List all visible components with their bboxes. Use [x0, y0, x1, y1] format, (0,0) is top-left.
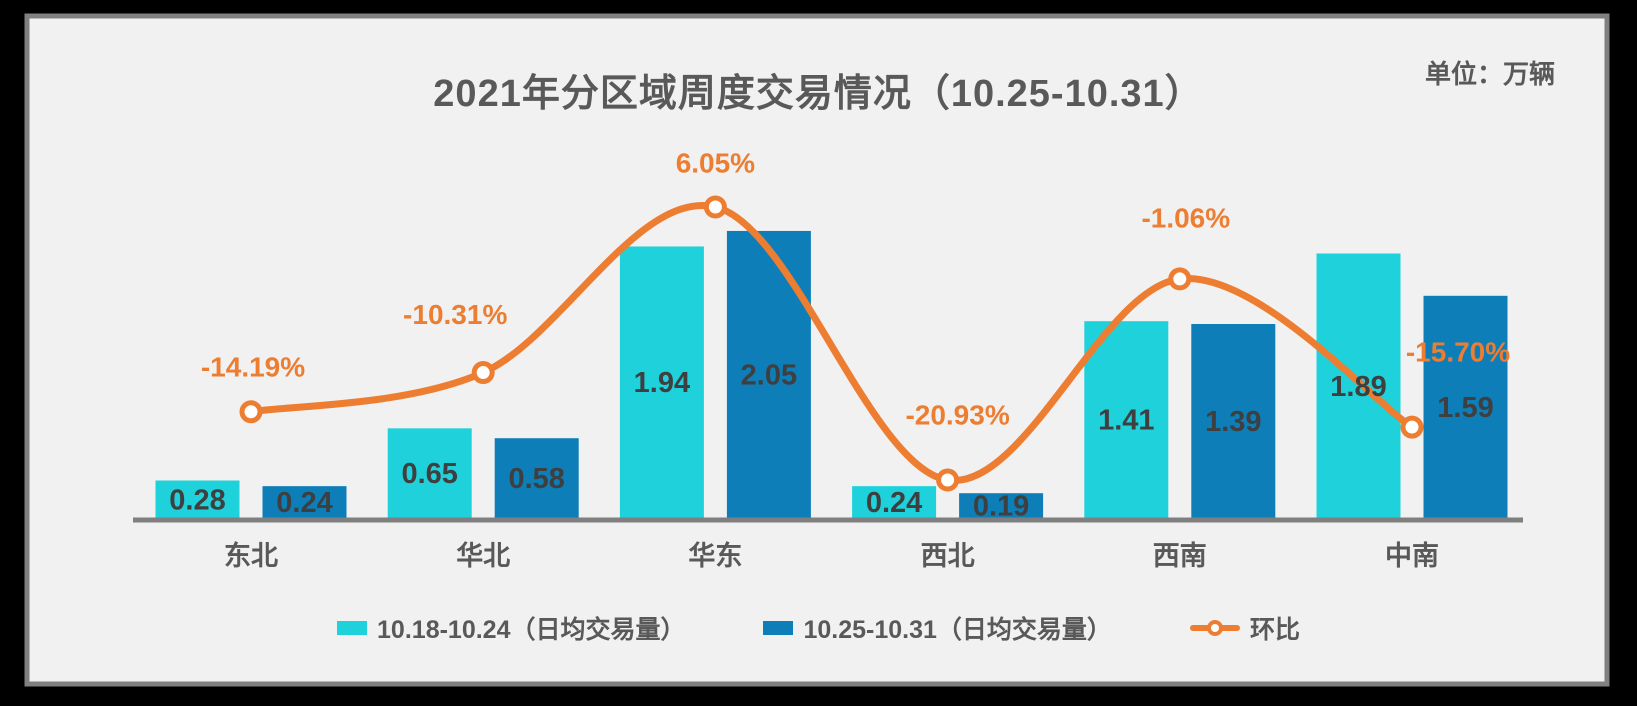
legend-swatch-blue — [763, 621, 794, 635]
ratio-value-label: -10.31% — [403, 299, 507, 330]
ratio-value-label: -20.93% — [905, 400, 1009, 431]
ratio-marker-中南 — [1400, 415, 1424, 439]
bar-week1-西北 — [852, 486, 937, 520]
ratio-marker-西南 — [1168, 267, 1192, 291]
chart-title: 2021年分区域周度交易情况（10.25-10.31） — [433, 73, 1204, 115]
ratio-value-label: 6.05% — [676, 147, 755, 178]
bar-week2-华东 — [726, 230, 811, 520]
legend-label-ratio: 环比 — [1249, 616, 1300, 644]
ratio-marker-华北 — [471, 361, 495, 385]
bar-value-label: 1.59 — [1437, 392, 1493, 424]
ratio-value-label: -1.06% — [1141, 202, 1230, 233]
line-series-layer — [239, 195, 1424, 492]
bar-value-label: 0.24 — [866, 487, 922, 519]
bar-value-label: 1.89 — [1330, 371, 1386, 403]
data-labels-layer: 0.28 0.24 东北 0.65 0.58 华北 1.94 2.05 华东 0.24 0.19 西北… — [169, 147, 1510, 571]
bar-week2-西北 — [959, 493, 1044, 520]
bars-layer — [155, 230, 1508, 520]
bar-value-label: 0.19 — [973, 491, 1029, 523]
ratio-marker-西北 — [936, 468, 960, 492]
bar-value-label: 0.58 — [508, 463, 564, 495]
ratio-value-label: -15.70% — [1406, 337, 1510, 368]
legend-swatch-cyan — [337, 621, 368, 635]
bar-value-label: 1.39 — [1205, 406, 1261, 438]
bar-value-label: 0.24 — [276, 487, 332, 519]
legend-item-week1: 10.18-10.24（日均交易量） — [337, 610, 685, 646]
category-label-华北: 华北 — [456, 540, 510, 571]
ratio-marker-东北 — [239, 400, 263, 424]
bar-week2-中南 — [1423, 295, 1508, 520]
category-label-西北: 西北 — [921, 541, 975, 571]
bar-week1-西南 — [1084, 321, 1169, 520]
category-label-华东: 华东 — [688, 540, 742, 571]
category-label-东北: 东北 — [224, 540, 278, 571]
bar-value-label: 1.41 — [1098, 405, 1154, 437]
legend-item-ratio: 环比 — [1189, 610, 1300, 646]
ratio-marker-华东 — [703, 195, 727, 219]
bar-value-label: 0.65 — [401, 458, 457, 490]
bar-week1-东北 — [155, 480, 240, 520]
legend-label-week1: 10.18-10.24（日均交易量） — [377, 616, 686, 644]
category-label-西南: 西南 — [1153, 541, 1207, 571]
bar-week1-华北 — [387, 428, 472, 520]
category-label-中南: 中南 — [1385, 541, 1439, 571]
legend-line-marker-icon — [1189, 619, 1240, 637]
legend: 10.18-10.24（日均交易量） 10.25-10.31（日均交易量） 环比 — [0, 610, 1637, 646]
bar-value-label: 2.05 — [741, 359, 797, 391]
legend-label-week2: 10.25-10.31（日均交易量） — [803, 616, 1112, 644]
bar-week2-西南 — [1191, 324, 1276, 520]
bar-week1-中南 — [1316, 253, 1401, 520]
legend-item-week2: 10.25-10.31（日均交易量） — [763, 610, 1112, 646]
ratio-value-label: -14.19% — [201, 351, 305, 382]
bar-week1-华东 — [619, 246, 704, 520]
bar-week2-东北 — [262, 486, 347, 520]
bar-week2-华北 — [494, 438, 579, 520]
bar-value-label: 1.94 — [634, 367, 690, 399]
unit-label: 单位：万辆 — [1424, 59, 1555, 89]
bar-value-label: 0.28 — [169, 484, 225, 516]
